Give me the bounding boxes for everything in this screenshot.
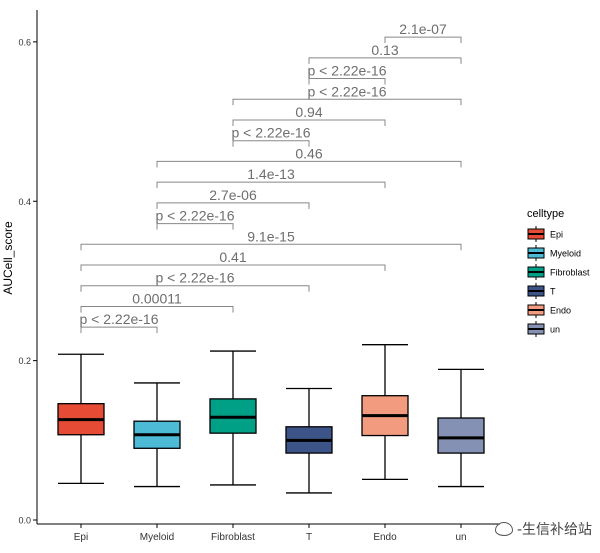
- comparison-bracket: p < 2.22e-16: [155, 208, 235, 230]
- y-tick-label: 0.4: [18, 197, 31, 207]
- y-tick-label: 0.0: [18, 516, 31, 526]
- box-t: [285, 387, 333, 494]
- legend-label: T: [550, 287, 556, 297]
- bracket-line: [308, 78, 386, 85]
- bracket-line: [232, 140, 310, 147]
- boxes: [57, 344, 485, 494]
- legend-label: un: [550, 325, 560, 335]
- comparison-bracket: p < 2.22e-16: [307, 63, 387, 85]
- bracket-line: [80, 305, 234, 313]
- wechat-icon: [494, 522, 513, 536]
- bracket-line: [80, 285, 310, 292]
- box-myeloid: [133, 382, 181, 488]
- legend-item-epi: Epi: [527, 226, 563, 242]
- box-un: [437, 368, 485, 488]
- p-value-label: 0.94: [295, 104, 322, 120]
- y-tick-label: 0.6: [18, 37, 31, 47]
- comparison-bracket: 2.7e-06: [156, 187, 310, 209]
- bracket-line: [232, 98, 462, 106]
- box-endo: [361, 344, 409, 481]
- p-value-label: p < 2.22e-16: [155, 270, 234, 286]
- p-value-label: p < 2.22e-16: [79, 311, 158, 327]
- axes: 0.0 0.2 0.4 0.6 Epi Myeloid Fibroblast T Endo un: [18, 10, 500, 543]
- p-value-label: 0.00011: [132, 290, 182, 306]
- p-value-label: 2.1e-07: [399, 21, 447, 37]
- p-value-label: 0.41: [219, 249, 246, 265]
- comparison-bracket: 0.00011: [80, 290, 234, 313]
- bracket-line: [80, 264, 386, 272]
- legend-item-endo: Endo: [527, 302, 571, 318]
- x-tick-label: Fibroblast: [211, 532, 255, 543]
- comparison-bracket: 9.1e-15: [80, 228, 462, 251]
- legend: celltype Epi Myeloid Fibroblast T Endo un: [527, 208, 590, 337]
- legend-label: Endo: [550, 306, 571, 316]
- p-value-label: 1.4e-13: [247, 166, 295, 182]
- legend-label: Epi: [550, 230, 563, 240]
- legend-title: celltype: [527, 208, 564, 220]
- p-value-label: 0.13: [371, 42, 398, 58]
- comparison-bracket: p < 2.22e-16: [231, 125, 311, 147]
- comparison-brackets: p < 2.22e-16 0.00011 p < 2.22e-16 0.419.1e-…: [79, 21, 462, 334]
- comparison-bracket: 2.1e-07: [384, 21, 462, 44]
- bracket-line: [156, 202, 310, 209]
- comparison-bracket: p < 2.22e-16: [79, 311, 159, 334]
- legend-item-fibroblast: Fibroblast: [527, 264, 590, 280]
- box-fibroblast: [209, 350, 257, 486]
- watermark-text: -生信补给站: [516, 522, 592, 538]
- x-tick-label: Endo: [373, 532, 397, 543]
- p-value-label: p < 2.22e-16: [155, 208, 234, 224]
- comparison-bracket: 0.94: [232, 104, 386, 126]
- bracket-line: [156, 181, 386, 189]
- y-tick-label: 0.2: [18, 356, 31, 366]
- comparison-bracket: 0.46: [156, 145, 462, 168]
- comparison-bracket: p < 2.22e-16: [80, 270, 310, 292]
- p-value-label: p < 2.22e-16: [307, 83, 386, 99]
- p-value-label: 0.46: [295, 145, 322, 161]
- p-value-label: p < 2.22e-16: [231, 125, 310, 141]
- box-body: [437, 417, 485, 454]
- comparison-bracket: 1.4e-13: [156, 166, 386, 189]
- comparison-bracket: 0.13: [308, 42, 462, 64]
- watermark: -生信补给站: [494, 519, 592, 539]
- comparison-bracket: p < 2.22e-16: [232, 83, 462, 106]
- bracket-line: [80, 243, 462, 251]
- bracket-line: [156, 160, 462, 168]
- bracket-line: [308, 57, 462, 64]
- legend-item-t: T: [527, 283, 556, 299]
- x-tick-label: Myeloid: [140, 532, 174, 543]
- p-value-label: p < 2.22e-16: [307, 63, 386, 79]
- legend-label: Myeloid: [550, 249, 581, 259]
- p-value-label: 9.1e-15: [247, 228, 295, 244]
- x-tick-label: T: [306, 532, 312, 543]
- legend-item-myeloid: Myeloid: [527, 245, 581, 261]
- x-tick-label: un: [455, 532, 466, 543]
- bracket-line: [232, 119, 386, 126]
- p-value-label: 2.7e-06: [209, 187, 257, 203]
- bracket-line: [156, 223, 234, 230]
- legend-item-un: un: [527, 321, 560, 337]
- box-epi: [57, 353, 105, 485]
- bracket-line: [80, 326, 158, 334]
- x-tick-label: Epi: [74, 532, 88, 543]
- comparison-bracket: 0.41: [80, 249, 386, 272]
- y-axis-label: AUCell_score: [1, 221, 15, 295]
- bracket-line: [384, 36, 462, 44]
- legend-label: Fibroblast: [550, 268, 590, 278]
